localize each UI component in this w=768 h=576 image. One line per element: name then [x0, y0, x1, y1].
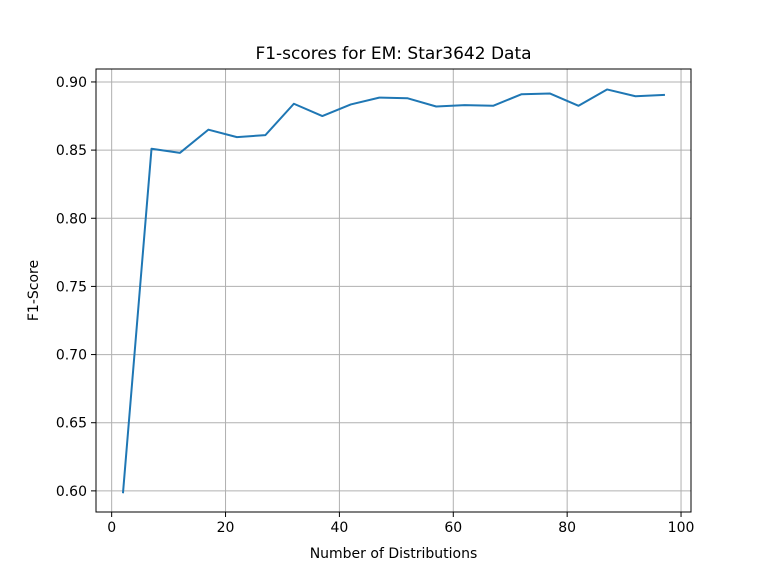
plot-frame [95, 68, 692, 513]
x-tick-label: 80 [558, 520, 576, 536]
x-axis-ticks: 0 20 40 60 80 100 [107, 512, 694, 536]
y-axis-ticks: 0.60 0.65 0.70 0.75 0.80 0.85 0.90 [56, 75, 96, 500]
plot-area [96, 69, 691, 512]
f1-score-line [121, 88, 665, 494]
x-tick-label: 20 [217, 520, 235, 536]
x-axis-label: Number of Distributions [310, 546, 478, 562]
y-tick-label: 0.60 [56, 484, 87, 500]
y-tick-label: 0.90 [56, 75, 87, 91]
chart-title: F1-scores for EM: Star3642 Data [255, 44, 531, 64]
x-tick-label: 0 [107, 520, 116, 536]
x-tick-label: 40 [330, 520, 348, 536]
x-tick-label: 60 [444, 520, 462, 536]
y-tick-label: 0.65 [56, 416, 87, 432]
y-tick-label: 0.85 [56, 143, 87, 159]
y-tick-label: 0.75 [56, 279, 87, 295]
x-tick-label: 100 [668, 520, 695, 536]
series-group [121, 88, 665, 494]
grid-lines [96, 69, 691, 512]
y-tick-label: 0.80 [56, 211, 87, 227]
y-axis-label: F1-Score [26, 260, 42, 321]
y-tick-label: 0.70 [56, 348, 87, 364]
